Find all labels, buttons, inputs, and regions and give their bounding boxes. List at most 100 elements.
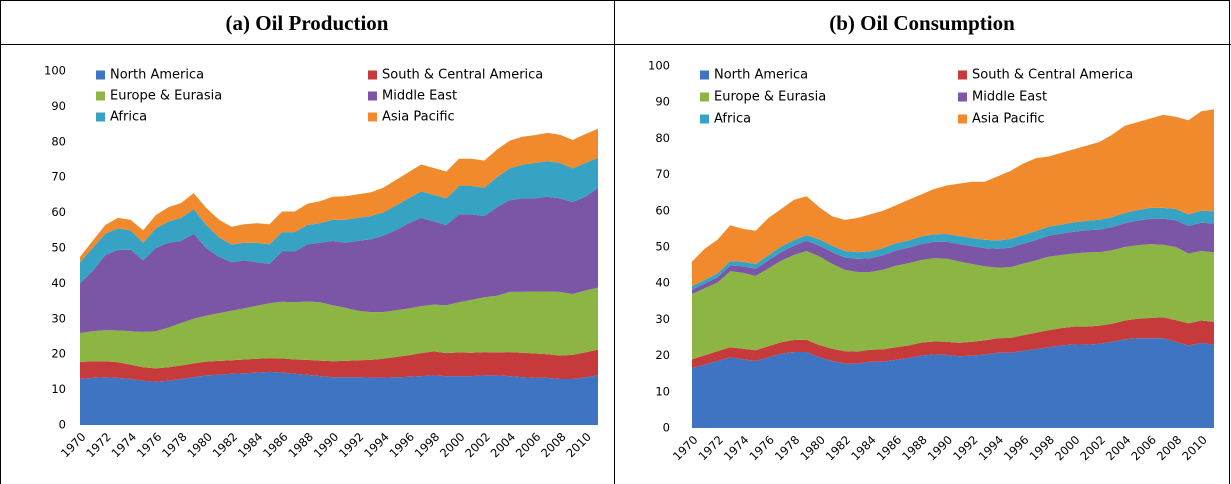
x-tick-label: 2006 [1128, 433, 1159, 464]
y-tick-label: 10 [655, 384, 670, 398]
legend-swatch [368, 91, 377, 101]
panel-title: (b) Oil Consumption [829, 11, 1015, 35]
x-tick-label: 1980 [797, 433, 828, 464]
x-tick-label: 1974 [109, 430, 140, 461]
legend-swatch [958, 92, 967, 102]
x-tick-label: 1992 [336, 430, 367, 461]
legend-swatch [958, 70, 967, 80]
y-tick-label: 80 [51, 134, 66, 148]
x-tick-label: 1976 [746, 433, 777, 464]
x-tick-label: 1982 [210, 430, 241, 461]
area [80, 157, 598, 284]
x-tick-label: 2010 [1179, 433, 1210, 464]
x-tick-label: 2002 [1077, 433, 1108, 464]
legend-swatch [700, 114, 709, 124]
area [692, 244, 1214, 360]
legend-label: Asia Pacific [972, 112, 1045, 127]
x-tick-label: 1988 [899, 433, 930, 464]
x-tick-label: 2004 [1103, 433, 1134, 464]
y-tick-label: 0 [59, 418, 66, 432]
y-tick-label: 100 [648, 59, 670, 73]
legend-label: Africa [110, 110, 147, 125]
x-tick-label: 1984 [235, 430, 266, 461]
x-tick-label: 1980 [184, 430, 215, 461]
x-tick-label: 1986 [874, 433, 905, 464]
legend-swatch [368, 112, 377, 122]
legend-label: North America [110, 68, 204, 83]
legend-swatch [96, 91, 105, 101]
area [692, 218, 1214, 295]
area [80, 349, 598, 382]
legend-swatch [96, 70, 105, 80]
x-tick-label: 1990 [311, 430, 342, 461]
legend-swatch [700, 70, 709, 80]
area [692, 109, 1214, 287]
y-tick-label: 60 [655, 203, 670, 217]
x-tick-label: 1998 [1026, 433, 1057, 464]
legend-label: Middle East [382, 89, 457, 104]
legend-label: Europe & Eurasia [110, 89, 222, 104]
y-tick-label: 80 [655, 131, 670, 145]
x-tick-label: 1990 [925, 433, 956, 464]
y-tick-label: 60 [51, 205, 66, 219]
legend-label: South & Central America [382, 68, 543, 83]
x-tick-label: 1972 [695, 433, 726, 464]
y-tick-label: 90 [51, 99, 66, 113]
legend-swatch [368, 70, 377, 80]
y-tick-label: 70 [51, 170, 66, 184]
x-tick-label: 1986 [260, 430, 291, 461]
x-tick-label: 1982 [823, 433, 854, 464]
y-tick-label: 50 [655, 240, 670, 254]
x-tick-label: 2002 [462, 430, 493, 461]
legend-swatch [700, 92, 709, 102]
y-tick-label: 30 [51, 311, 66, 325]
x-tick-label: 1978 [159, 430, 190, 461]
legend-label: Asia Pacific [382, 110, 455, 125]
x-tick-label: 1996 [1001, 433, 1032, 464]
legend-swatch [958, 114, 967, 124]
y-tick-label: 40 [655, 276, 670, 290]
x-tick-label: 1970 [58, 430, 89, 461]
y-tick-label: 20 [51, 347, 66, 361]
legend-swatch [96, 112, 105, 122]
x-tick-label: 2008 [1154, 433, 1185, 464]
x-tick-label: 2010 [563, 430, 594, 461]
x-tick-label: 2006 [513, 430, 544, 461]
x-tick-label: 1992 [950, 433, 981, 464]
x-tick-label: 1972 [83, 430, 114, 461]
area [692, 317, 1214, 369]
area [80, 371, 598, 425]
x-tick-label: 2000 [1052, 433, 1083, 464]
y-tick-label: 0 [663, 421, 670, 435]
y-tick-label: 20 [655, 348, 670, 362]
x-tick-label: 1996 [386, 430, 417, 461]
y-tick-label: 50 [51, 241, 66, 255]
area [80, 128, 598, 263]
y-tick-label: 70 [655, 167, 670, 181]
legend-label: Europe & Eurasia [714, 90, 826, 105]
area [692, 338, 1214, 428]
legend-label: Middle East [972, 90, 1047, 105]
x-tick-label: 2004 [488, 430, 519, 461]
x-tick-label: 1976 [134, 430, 165, 461]
x-tick-label: 1994 [361, 430, 392, 461]
legend-label: Africa [714, 112, 751, 127]
y-tick-label: 30 [655, 312, 670, 326]
area [80, 287, 598, 369]
x-tick-label: 2008 [538, 430, 569, 461]
legend-label: South & Central America [972, 68, 1133, 83]
y-tick-label: 90 [655, 95, 670, 109]
area [692, 207, 1214, 290]
legend-label: North America [714, 68, 808, 83]
area [80, 187, 598, 333]
y-tick-label: 40 [51, 276, 66, 290]
x-tick-label: 1974 [721, 433, 752, 464]
panel-title: (a) Oil Production [226, 11, 389, 35]
y-tick-label: 10 [51, 382, 66, 396]
x-tick-label: 2000 [437, 430, 468, 461]
x-tick-label: 1970 [670, 433, 701, 464]
x-tick-label: 1988 [285, 430, 316, 461]
y-tick-label: 100 [44, 64, 66, 78]
x-tick-label: 1984 [848, 433, 879, 464]
